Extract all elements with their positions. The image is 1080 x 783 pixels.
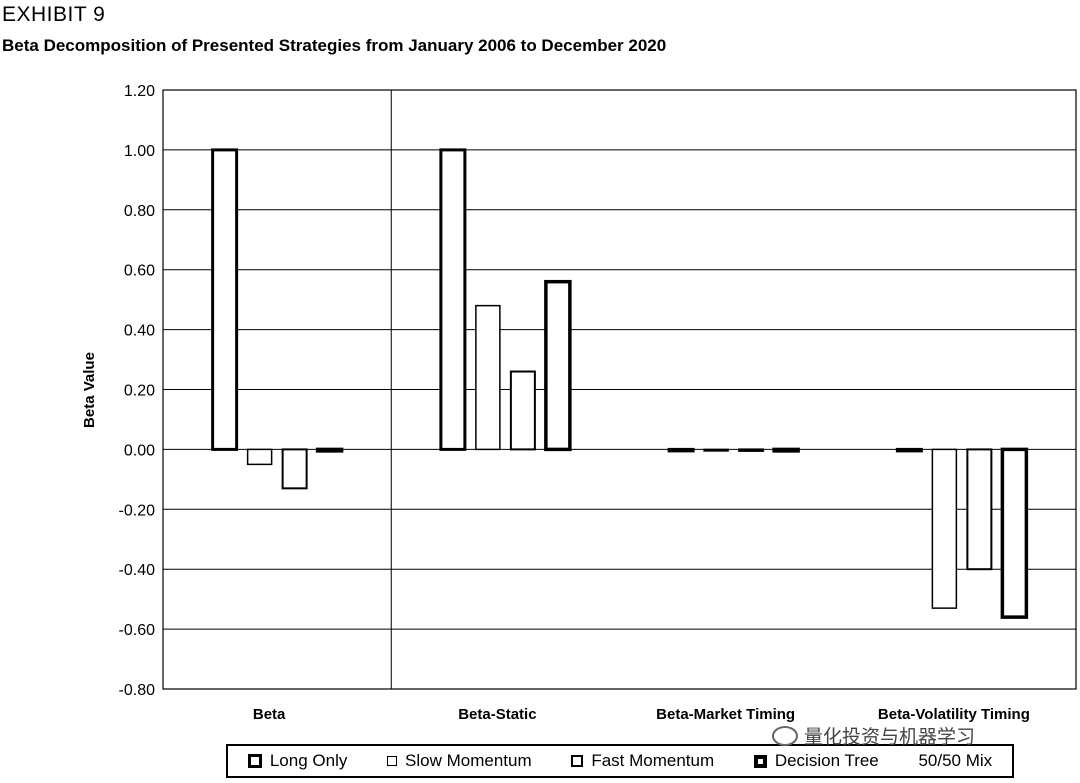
x-category-label: Beta-Static	[458, 706, 536, 723]
y-tick-label: 0.00	[124, 442, 155, 459]
y-tick-label: 1.00	[124, 143, 155, 160]
bar-long-only	[895, 447, 923, 453]
y-tick-label: 1.20	[124, 83, 155, 100]
bar-long-only	[439, 148, 467, 451]
legend-item-fast-momentum: Fast Momentum	[571, 751, 714, 771]
bar-long-only	[211, 148, 239, 451]
y-tick-label: 0.60	[124, 263, 155, 280]
y-axis-label: Beta Value	[81, 352, 98, 428]
bar-fast-momentum	[281, 448, 308, 490]
legend-item-long-only: Long Only	[247, 751, 348, 771]
bar-slow-momentum	[475, 304, 501, 451]
x-category-label: Beta-Market Timing	[656, 706, 795, 723]
y-tick-label: 0.40	[124, 323, 155, 340]
y-tick-label: -0.60	[119, 622, 156, 639]
legend-swatch-slow-momentum	[387, 756, 398, 766]
legend-swatch-fast-momentum	[571, 755, 584, 767]
legend-label: 50/50 Mix	[918, 751, 993, 770]
y-tick-label: -0.20	[119, 502, 156, 519]
chart-title: Beta Decomposition of Presented Strategi…	[2, 36, 667, 55]
legend-label: Slow Momentum	[405, 751, 532, 770]
legend-swatch-long-only	[247, 754, 262, 768]
bar-long-only	[667, 447, 695, 453]
legend-swatch-decision-tree	[753, 754, 767, 768]
legend-item-slow-momentum: Slow Momentum	[387, 751, 532, 771]
y-tick-label: -0.80	[119, 682, 156, 699]
bar-fast-momentum	[966, 448, 993, 571]
bar-decision-tree	[315, 447, 344, 453]
watermark: 量化投资与机器学习	[772, 722, 975, 749]
exhibit-label: EXHIBIT 9	[2, 3, 106, 26]
bar-fast-momentum	[738, 448, 765, 452]
x-category-label: Beta	[253, 706, 286, 723]
bar-decision-tree	[772, 447, 800, 453]
bar-slow-momentum	[246, 448, 273, 466]
legend-item-decision-tree: Decision Tree	[753, 751, 879, 771]
y-tick-label: -0.40	[119, 562, 156, 579]
y-tick-labels: 1.20 1.00 0.80 0.60 0.40 0.20 0.00 -0.20 -0.40 -0…	[119, 83, 156, 699]
bar-slow-momentum	[931, 448, 958, 609]
legend-label: Fast Momentum	[591, 751, 715, 770]
x-category-label: Beta-Volatility Timing	[878, 706, 1030, 723]
legend: Long Only Slow Momentum Fast Momentum De…	[226, 744, 1014, 778]
legend-label: Decision Tree	[774, 751, 879, 770]
wechat-icon	[772, 725, 798, 746]
y-tick-label: 0.80	[124, 203, 155, 220]
bar-slow-momentum	[703, 448, 729, 452]
y-tick-label: 0.20	[124, 383, 155, 400]
bar-fast-momentum	[509, 370, 536, 451]
watermark-text: 量化投资与机器学习	[804, 727, 976, 748]
grid-lines	[162, 89, 1077, 690]
legend-label: Long Only	[269, 751, 348, 770]
bars	[211, 148, 1029, 619]
legend-item-5050-mix: 50/50 Mix	[918, 751, 992, 771]
category-labels: Beta Beta-Static Beta-Market Timing Beta-Vo…	[253, 706, 1030, 723]
bar-decision-tree	[544, 279, 572, 452]
bar-decision-tree	[1000, 447, 1029, 619]
